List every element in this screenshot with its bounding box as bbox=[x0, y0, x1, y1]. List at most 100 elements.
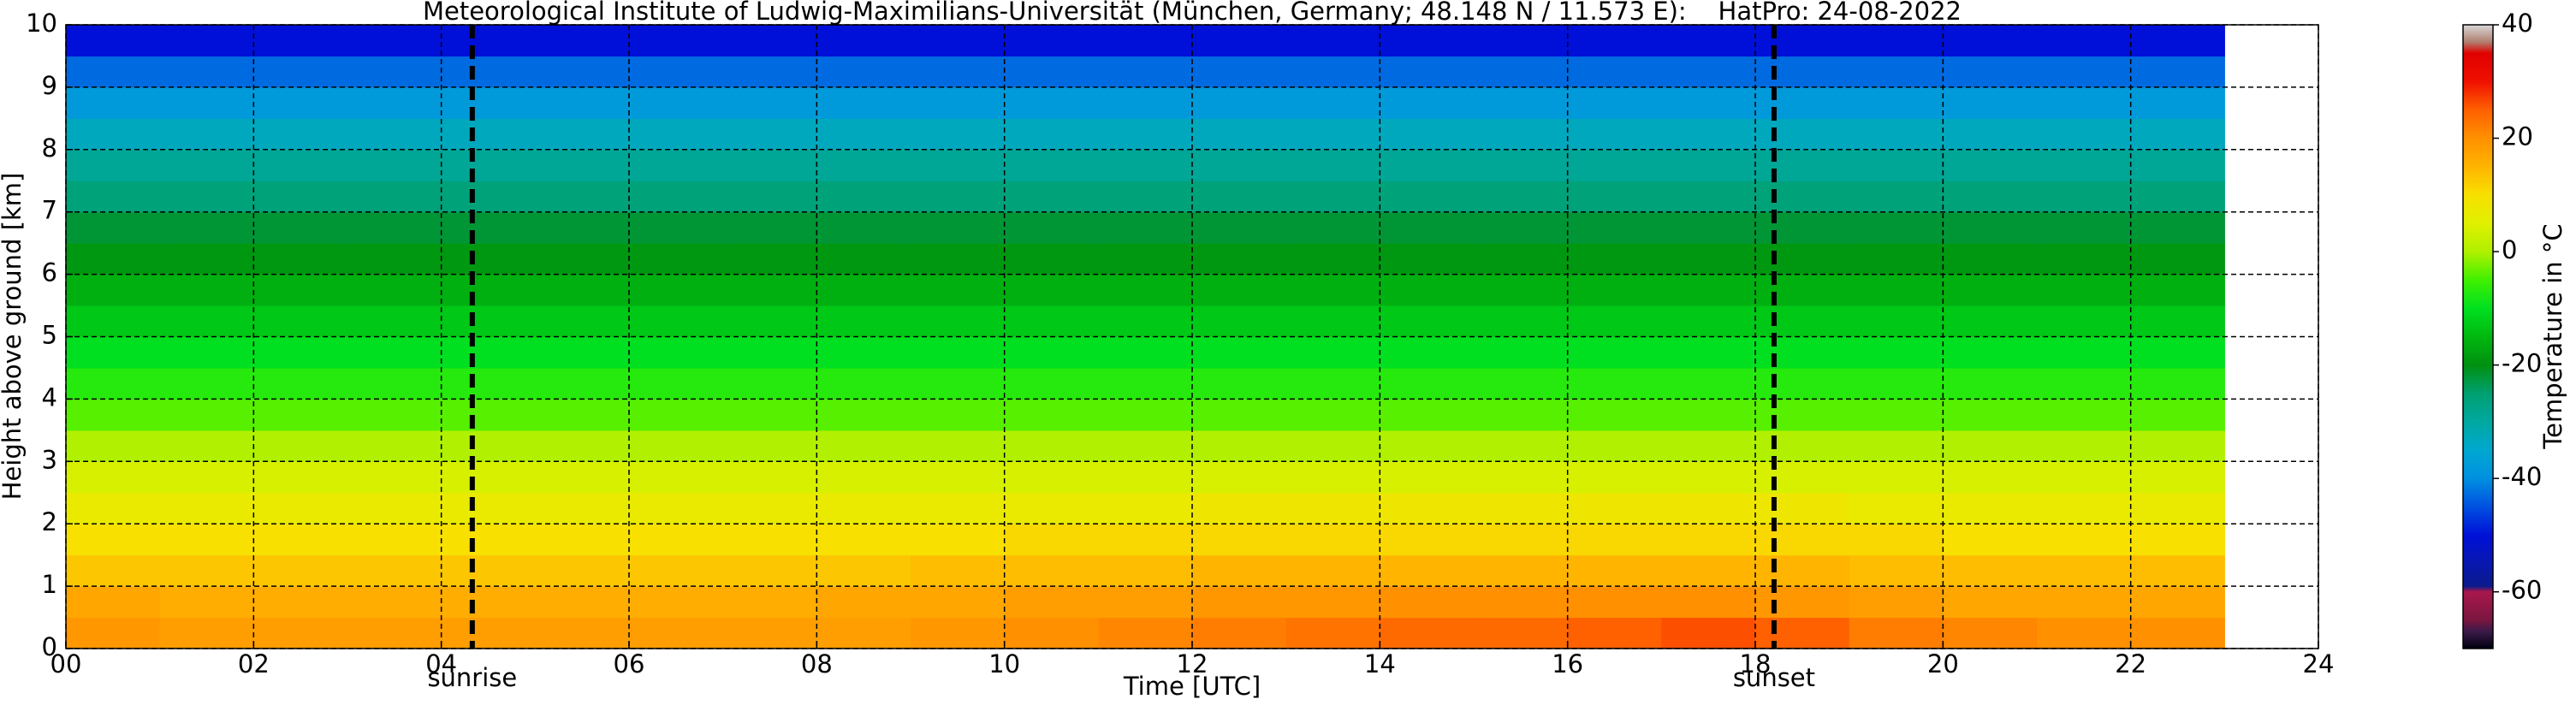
heatmap-cell bbox=[1567, 305, 1662, 338]
heatmap-cell bbox=[347, 86, 442, 119]
heatmap-cell bbox=[722, 274, 817, 306]
heatmap-cell bbox=[441, 243, 536, 275]
heatmap-cell bbox=[1661, 336, 1756, 369]
heatmap-cell bbox=[1661, 524, 1756, 556]
heatmap-cell bbox=[535, 554, 630, 587]
heatmap-cell bbox=[629, 118, 724, 151]
heatmap-cell bbox=[2130, 336, 2225, 369]
heatmap-cell bbox=[347, 274, 442, 306]
heatmap-cell bbox=[1943, 25, 2038, 57]
heatmap-cell bbox=[2037, 461, 2132, 494]
heatmap-cell bbox=[1192, 524, 1287, 556]
heatmap-cell bbox=[1192, 461, 1287, 494]
x-tick-label: 00 bbox=[50, 649, 82, 678]
heatmap-cell bbox=[253, 617, 348, 649]
heatmap-cell bbox=[441, 430, 536, 462]
heatmap-cell bbox=[347, 554, 442, 587]
heatmap-cell bbox=[441, 617, 536, 649]
heatmap-cell bbox=[2130, 305, 2225, 338]
heatmap-cell bbox=[1192, 274, 1287, 306]
heatmap-cell bbox=[911, 86, 1006, 119]
heatmap-cell bbox=[1943, 554, 2038, 587]
heatmap-cell bbox=[347, 617, 442, 649]
heatmap-cell bbox=[1004, 305, 1099, 338]
heatmap-cell bbox=[1474, 211, 1569, 244]
heatmap-cell bbox=[1474, 399, 1569, 431]
x-tick-label: 06 bbox=[614, 649, 645, 678]
heatmap-cell bbox=[2130, 586, 2225, 619]
heatmap-cell bbox=[347, 461, 442, 494]
heatmap-cell bbox=[1567, 524, 1662, 556]
y-tick-label: 3 bbox=[42, 445, 57, 474]
heatmap-cell bbox=[1192, 243, 1287, 275]
heatmap-cell bbox=[1004, 430, 1099, 462]
heatmap-cell bbox=[66, 586, 161, 619]
heatmap-cell bbox=[1567, 617, 1662, 649]
heatmap-cell bbox=[66, 524, 161, 556]
heatmap-cell bbox=[66, 118, 161, 151]
heatmap-cell bbox=[1755, 492, 1850, 524]
y-tick-label: 4 bbox=[42, 382, 57, 412]
heatmap-cell bbox=[66, 430, 161, 462]
heatmap-cell bbox=[1380, 305, 1475, 338]
heatmap-cell bbox=[722, 149, 817, 181]
heatmap-cell bbox=[347, 336, 442, 369]
heatmap-cell bbox=[1755, 274, 1850, 306]
heatmap-cell bbox=[253, 118, 348, 151]
heatmap-cell bbox=[66, 367, 161, 400]
heatmap-cell bbox=[1285, 118, 1380, 151]
heatmap-cell bbox=[66, 149, 161, 181]
heatmap-cell bbox=[1098, 274, 1193, 306]
heatmap-cell bbox=[1098, 586, 1193, 619]
heatmap-cell bbox=[1285, 274, 1380, 306]
heatmap-cell bbox=[1474, 554, 1569, 587]
heatmap-cell bbox=[816, 118, 911, 151]
heatmap-cell bbox=[1661, 181, 1756, 213]
heatmap-cell bbox=[1567, 461, 1662, 494]
heatmap-cell bbox=[2037, 305, 2132, 338]
annotation: sunset bbox=[1733, 663, 1815, 692]
heatmap-cell bbox=[1004, 617, 1099, 649]
heatmap-cell bbox=[1098, 181, 1193, 213]
heatmap-cell bbox=[1567, 367, 1662, 400]
heatmap-cell bbox=[911, 554, 1006, 587]
heatmap-cell bbox=[1004, 492, 1099, 524]
heatmap-cell bbox=[159, 554, 254, 587]
heatmap-cell bbox=[911, 367, 1006, 400]
colorbar-label: Temperature in °C bbox=[2538, 223, 2567, 449]
heatmap-cell bbox=[1567, 430, 1662, 462]
heatmap-cell bbox=[911, 617, 1006, 649]
heatmap-cell bbox=[347, 586, 442, 619]
heatmap-cell bbox=[2037, 149, 2132, 181]
heatmap-cell bbox=[2037, 336, 2132, 369]
heatmap-cell bbox=[347, 56, 442, 88]
heatmap-cell bbox=[535, 492, 630, 524]
heatmap-cell bbox=[2037, 118, 2132, 151]
heatmap-cell bbox=[2037, 56, 2132, 88]
heatmap-cell bbox=[1474, 492, 1569, 524]
heatmap-cell bbox=[347, 399, 442, 431]
heatmap-cell bbox=[2130, 56, 2225, 88]
heatmap-cell bbox=[159, 211, 254, 244]
heatmap-cell bbox=[1849, 554, 1944, 587]
heatmap-cell bbox=[629, 586, 724, 619]
heatmap-cell bbox=[535, 243, 630, 275]
heatmap-cell bbox=[816, 367, 911, 400]
x-tick-label: 04 bbox=[425, 649, 457, 678]
heatmap-cell bbox=[1474, 86, 1569, 119]
heatmap-cell bbox=[911, 243, 1006, 275]
chart-title: Meteorological Institute of Ludwig-Maxim… bbox=[423, 0, 1962, 26]
heatmap-cell bbox=[347, 243, 442, 275]
heatmap-cell bbox=[441, 554, 536, 587]
colorbar bbox=[2462, 24, 2494, 649]
heatmap-cell bbox=[159, 274, 254, 306]
heatmap-cell bbox=[1380, 554, 1475, 587]
heatmap-cell bbox=[253, 336, 348, 369]
heatmap-cell bbox=[253, 25, 348, 57]
heatmap-cell bbox=[1849, 56, 1944, 88]
heatmap-cell bbox=[347, 430, 442, 462]
heatmap-cell bbox=[1567, 149, 1662, 181]
heatmap-cell bbox=[1849, 336, 1944, 369]
heatmap-cell bbox=[66, 243, 161, 275]
heatmap-cell bbox=[159, 617, 254, 649]
